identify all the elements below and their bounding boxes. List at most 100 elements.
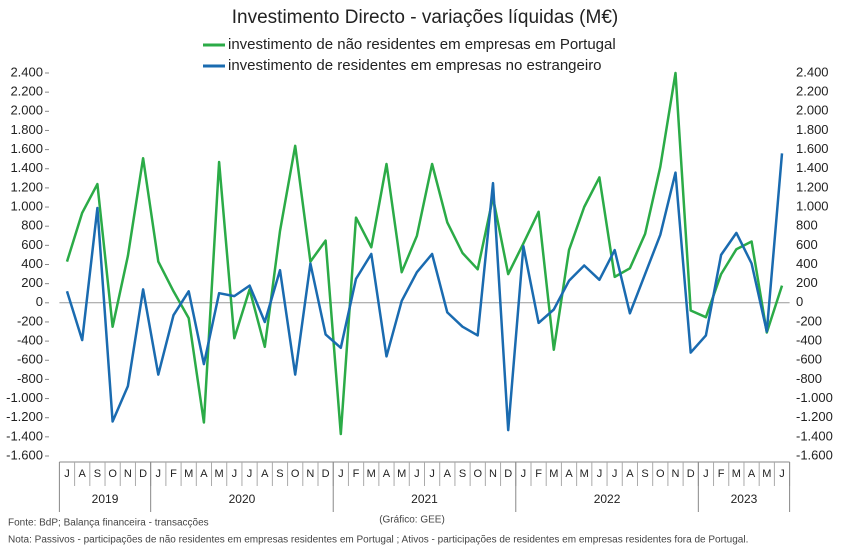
- y2-tick-label: 1.800: [796, 122, 829, 137]
- series-line: [65, 71, 784, 436]
- y2-tick-label: -600: [796, 352, 822, 367]
- x-tick-label: J: [232, 468, 238, 480]
- y2-tick-label: 200: [796, 275, 818, 290]
- x-tick-label: M: [397, 468, 406, 480]
- x-tick-label: O: [291, 468, 300, 480]
- x-tick-label: D: [504, 468, 512, 480]
- y-tick-label: -1.600: [6, 447, 43, 462]
- y2-tick-label: -1.000: [796, 390, 833, 405]
- y2-tick-label: 2.400: [796, 64, 829, 79]
- x-tick-label: M: [732, 468, 741, 480]
- y2-tick-label: 800: [796, 218, 818, 233]
- x-tick-label: J: [703, 468, 709, 480]
- x-tick-label: J: [156, 468, 162, 480]
- source: Fonte: BdP; Balança financeira - transac…: [8, 518, 209, 529]
- x-tick-label: S: [459, 468, 466, 480]
- x-tick-label: J: [429, 468, 435, 480]
- x-tick-label: A: [383, 468, 391, 480]
- x-tick-label: J: [247, 468, 253, 480]
- x-tick-label: O: [656, 468, 665, 480]
- x-tick-label: A: [261, 468, 269, 480]
- y2-tick-label: -1.600: [796, 447, 833, 462]
- x-tick-label: M: [367, 468, 376, 480]
- y-tick-label: 1.800: [10, 122, 43, 137]
- y-tick-label: 1.200: [10, 179, 43, 194]
- y-tick-label: 200: [21, 275, 43, 290]
- y2-tick-label: 400: [796, 256, 818, 271]
- x-tick-label: N: [489, 468, 497, 480]
- x-tick-label: N: [124, 468, 132, 480]
- x-tick-label: D: [687, 468, 695, 480]
- x-tick-label: A: [444, 468, 452, 480]
- y2-tick-label: -1.200: [796, 409, 833, 424]
- y2-tick-label: 2.200: [796, 84, 829, 99]
- x-tick-label: A: [565, 468, 573, 480]
- y2-tick-label: 1.600: [796, 141, 829, 156]
- year-label: 2021: [411, 492, 438, 506]
- y2-tick-label: -800: [796, 371, 822, 386]
- x-tick-label: M: [215, 468, 224, 480]
- y2-tick-label: 600: [796, 237, 818, 252]
- x-tick-label: S: [94, 468, 101, 480]
- x-tick-label: J: [779, 468, 785, 480]
- x-tick-label: A: [626, 468, 634, 480]
- y-tick-label: -600: [17, 352, 43, 367]
- x-tick-label: M: [184, 468, 193, 480]
- x-tick-label: J: [414, 468, 420, 480]
- y-tick-label: 600: [21, 237, 43, 252]
- x-tick-label: F: [170, 468, 177, 480]
- year-label: 2019: [92, 492, 119, 506]
- y-tick-label: 800: [21, 218, 43, 233]
- y-tick-label: 0: [36, 294, 43, 309]
- x-tick-label: J: [597, 468, 603, 480]
- year-label: 2022: [594, 492, 621, 506]
- y-tick-label: -1.000: [6, 390, 43, 405]
- y2-tick-label: -200: [796, 313, 822, 328]
- x-tick-label: N: [672, 468, 680, 480]
- credit: (Gráfico: GEE): [379, 515, 445, 526]
- x-tick-label: D: [322, 468, 330, 480]
- y2-tick-label: 1.000: [796, 198, 829, 213]
- x-tick-label: F: [535, 468, 542, 480]
- y-tick-label: 400: [21, 256, 43, 271]
- x-tick-label: M: [549, 468, 558, 480]
- y-tick-label: -1.400: [6, 428, 43, 443]
- y-tick-label: 1.400: [10, 160, 43, 175]
- x-tick-label: A: [79, 468, 87, 480]
- x-tick-label: J: [338, 468, 344, 480]
- x-tick-label: A: [748, 468, 756, 480]
- x-tick-label: S: [276, 468, 283, 480]
- y2-tick-label: 1.400: [796, 160, 829, 175]
- x-tick-label: M: [580, 468, 589, 480]
- x-tick-label: O: [108, 468, 117, 480]
- x-tick-label: D: [139, 468, 147, 480]
- x-tick-label: F: [718, 468, 725, 480]
- y-tick-label: 2.000: [10, 103, 43, 118]
- x-tick-label: J: [64, 468, 70, 480]
- year-label: 2023: [731, 492, 758, 506]
- y2-tick-label: -400: [796, 333, 822, 348]
- x-tick-label: F: [353, 468, 360, 480]
- x-tick-label: N: [306, 468, 314, 480]
- y2-tick-label: 1.200: [796, 179, 829, 194]
- y-tick-label: -800: [17, 371, 43, 386]
- y2-tick-label: -1.400: [796, 428, 833, 443]
- x-tick-label: A: [200, 468, 208, 480]
- year-label: 2020: [229, 492, 256, 506]
- y2-tick-label: 2.000: [796, 103, 829, 118]
- y-tick-label: 1.000: [10, 198, 43, 213]
- y-tick-label: 1.600: [10, 141, 43, 156]
- x-tick-label: M: [762, 468, 771, 480]
- y-tick-label: 2.400: [10, 64, 43, 79]
- x-tick-label: J: [612, 468, 618, 480]
- y-tick-label: -200: [17, 313, 43, 328]
- y-tick-label: -400: [17, 333, 43, 348]
- y2-tick-label: 0: [796, 294, 803, 309]
- chart-title: Investimento Directo - variações líquida…: [232, 7, 618, 28]
- x-tick-label: J: [521, 468, 527, 480]
- note: Nota: Passivos - participações de não re…: [8, 535, 748, 546]
- legend-label: investimento de não residentes em empres…: [228, 36, 616, 53]
- x-tick-label: S: [641, 468, 648, 480]
- y-tick-label: -1.200: [6, 409, 43, 424]
